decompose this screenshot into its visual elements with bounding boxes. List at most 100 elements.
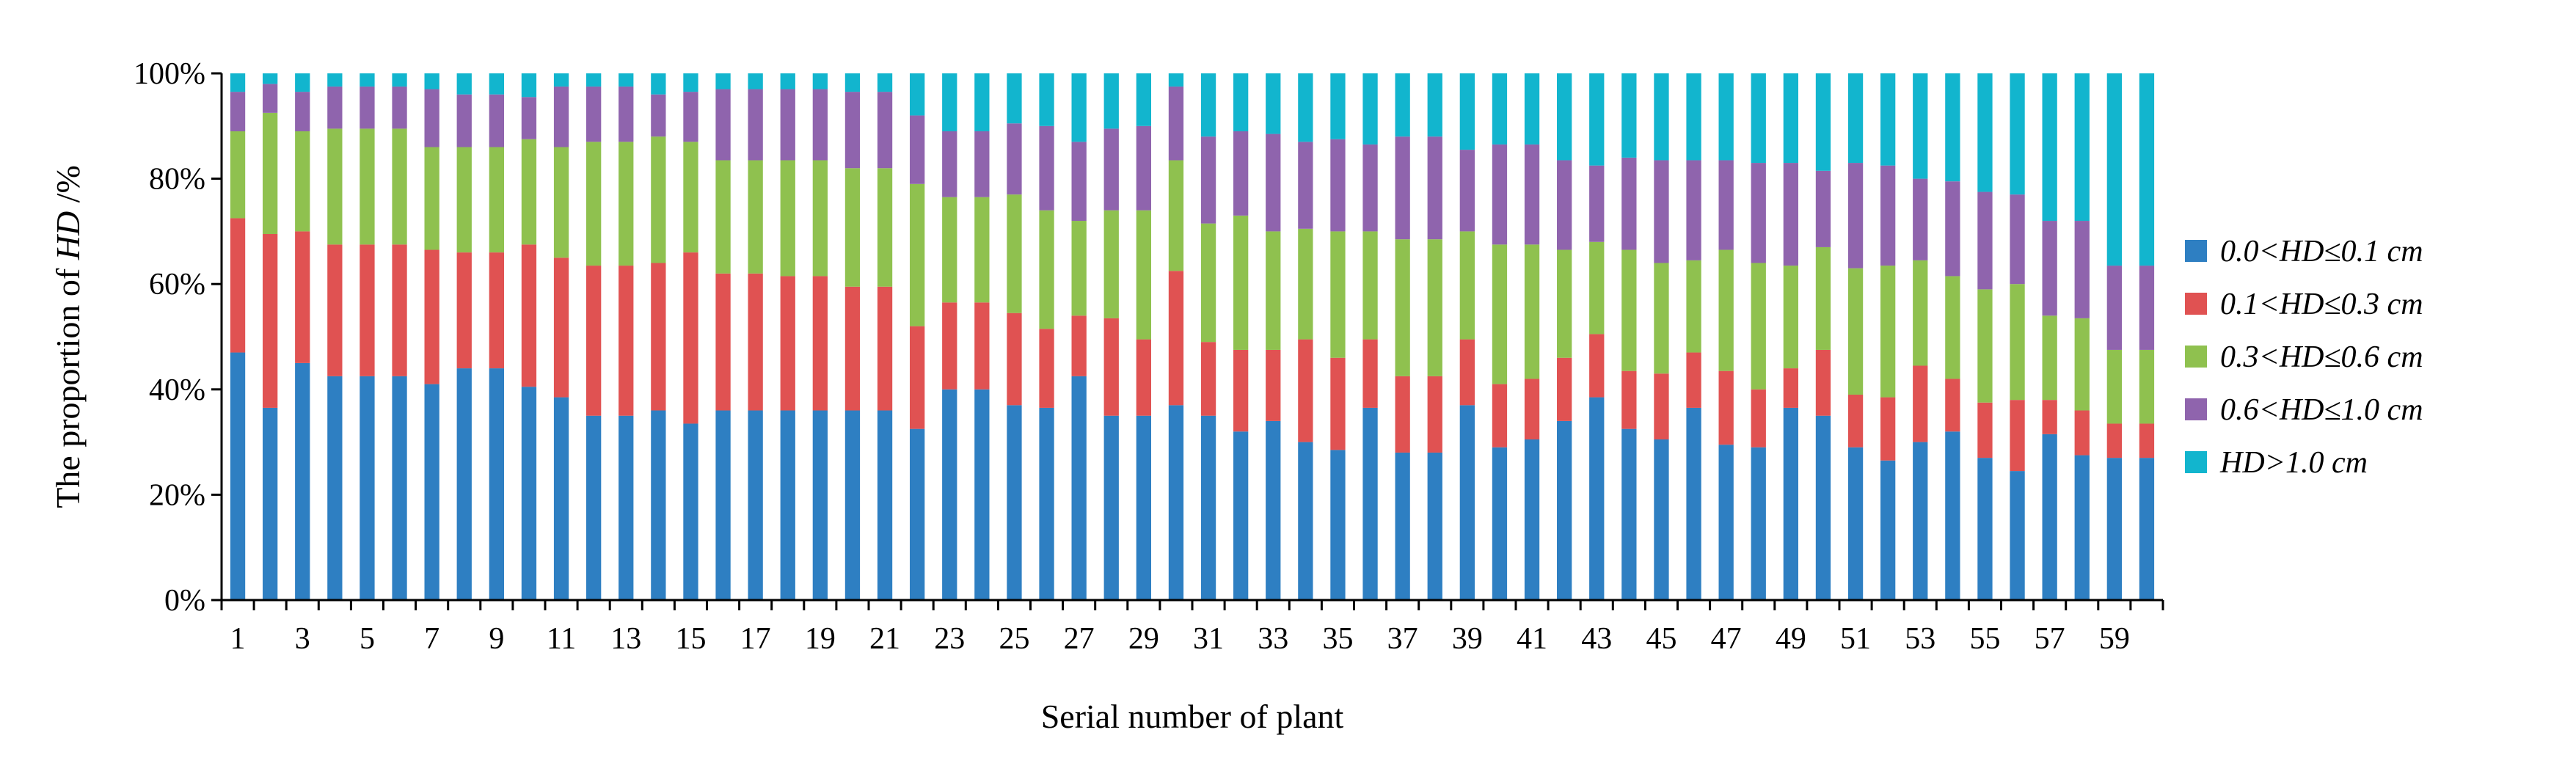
bar-segment-plant-47-series-5 xyxy=(1718,73,1734,161)
bar-segment-plant-31-series-4 xyxy=(1200,136,1216,224)
bar-segment-plant-40-series-3 xyxy=(1492,244,1508,384)
bar-segment-plant-32-series-4 xyxy=(1233,131,1249,216)
bar-segment-plant-20-series-4 xyxy=(844,92,861,169)
bar-segment-plant-28-series-5 xyxy=(1103,73,1119,129)
x-tick-label: 15 xyxy=(675,622,706,656)
bar-segment-plant-18-series-2 xyxy=(780,276,795,411)
bar-segment-plant-47-series-4 xyxy=(1718,160,1734,250)
x-tick-label: 11 xyxy=(547,622,576,656)
bar-segment-plant-47-series-2 xyxy=(1718,370,1734,445)
y-tick-label: 80% xyxy=(149,163,205,197)
bar-segment-plant-22-series-2 xyxy=(910,326,925,429)
bar-segment-plant-56-series-2 xyxy=(2010,400,2025,472)
bar-segment-plant-57-series-1 xyxy=(2042,434,2057,600)
legend-swatch-4 xyxy=(2185,398,2207,420)
bar-segment-plant-19-series-4 xyxy=(812,89,828,161)
bar-segment-plant-1-series-1 xyxy=(230,352,246,600)
bar-segment-plant-41-series-2 xyxy=(1524,379,1540,440)
bar-segment-plant-45-series-3 xyxy=(1654,263,1669,374)
bar-segment-plant-11-series-5 xyxy=(553,73,569,87)
bar-segment-plant-49-series-2 xyxy=(1783,368,1798,408)
bar-segment-plant-59-series-5 xyxy=(2106,73,2122,266)
bar-segment-plant-37-series-1 xyxy=(1395,452,1410,600)
bar-segment-plant-26-series-5 xyxy=(1039,73,1054,126)
y-tick-label: 100% xyxy=(134,57,205,91)
bar-segment-plant-19-series-2 xyxy=(812,276,828,411)
bar-segment-plant-9-series-1 xyxy=(489,368,504,600)
bar-segment-plant-7-series-1 xyxy=(424,384,439,600)
legend: 0.0<HD≤0.1 cm 0.1<HD≤0.3 cm 0.3<HD≤0.6 cm 0… xyxy=(2185,235,2423,480)
bar-segment-plant-3-series-4 xyxy=(295,92,310,131)
bar-segment-plant-17-series-2 xyxy=(748,273,763,411)
bar-segment-plant-1-series-4 xyxy=(230,92,246,131)
bar-segment-plant-38-series-2 xyxy=(1427,376,1442,453)
bar-segment-plant-34-series-5 xyxy=(1298,73,1313,142)
bar-segment-plant-34-series-4 xyxy=(1298,142,1313,229)
x-tick-label: 27 xyxy=(1064,622,1095,656)
bar-segment-plant-9-series-2 xyxy=(489,252,504,369)
x-tick-label: 1 xyxy=(230,622,246,656)
bar-segment-plant-12-series-2 xyxy=(586,266,602,416)
bar-segment-plant-4-series-1 xyxy=(327,376,343,600)
bar-segment-plant-33-series-1 xyxy=(1266,420,1281,600)
bar-segment-plant-48-series-4 xyxy=(1751,163,1766,263)
bar-segment-plant-35-series-2 xyxy=(1330,357,1346,450)
x-tick-label: 53 xyxy=(1905,622,1935,656)
bar-segment-plant-2-series-1 xyxy=(263,407,278,600)
y-axis-title-suffix: /% xyxy=(49,165,87,211)
bar-segment-plant-43-series-2 xyxy=(1589,334,1605,398)
bar-segment-plant-6-series-1 xyxy=(392,376,407,600)
bar-segment-plant-18-series-5 xyxy=(780,73,795,89)
bar-segment-plant-22-series-4 xyxy=(910,115,925,184)
bar-segment-plant-52-series-5 xyxy=(1880,73,1896,166)
bar-segment-plant-10-series-3 xyxy=(521,139,537,245)
bar-segment-plant-43-series-1 xyxy=(1589,397,1605,600)
bar-segment-plant-2-series-4 xyxy=(263,84,278,113)
x-tick-label: 3 xyxy=(295,622,310,656)
x-tick-label: 41 xyxy=(1517,622,1547,656)
bar-segment-plant-49-series-4 xyxy=(1783,163,1798,266)
bar-segment-plant-11-series-3 xyxy=(553,147,569,258)
bar-segment-plant-11-series-4 xyxy=(553,86,569,147)
bar-segment-plant-8-series-3 xyxy=(456,147,472,253)
bar-segment-plant-36-series-2 xyxy=(1362,339,1378,408)
bar-segment-plant-13-series-2 xyxy=(619,266,634,416)
bar-segment-plant-48-series-2 xyxy=(1751,389,1766,447)
bar-segment-plant-17-series-5 xyxy=(748,73,763,89)
bar-segment-plant-33-series-3 xyxy=(1266,231,1281,350)
x-tick-label: 43 xyxy=(1581,622,1612,656)
bar-segment-plant-50-series-4 xyxy=(1815,170,1831,247)
bar-segment-plant-44-series-5 xyxy=(1621,73,1637,158)
x-tick-label: 23 xyxy=(934,622,965,656)
bar-segment-plant-47-series-1 xyxy=(1718,445,1734,600)
x-tick-label: 37 xyxy=(1387,622,1418,656)
bar-segment-plant-29-series-3 xyxy=(1136,210,1151,340)
bar-segment-plant-28-series-4 xyxy=(1103,128,1119,211)
bar-segment-plant-51-series-1 xyxy=(1847,447,1864,600)
x-tick-label: 9 xyxy=(489,622,504,656)
bar-segment-plant-31-series-5 xyxy=(1200,73,1216,137)
bar-segment-plant-12-series-1 xyxy=(586,415,602,600)
bar-segment-plant-57-series-4 xyxy=(2042,221,2057,316)
bar-segment-plant-35-series-3 xyxy=(1330,231,1346,358)
bar-segment-plant-46-series-4 xyxy=(1686,160,1701,260)
bar-segment-plant-19-series-3 xyxy=(812,160,828,277)
bar-segment-plant-19-series-5 xyxy=(812,73,828,89)
bar-segment-plant-9-series-3 xyxy=(489,147,504,253)
bar-segment-plant-38-series-4 xyxy=(1427,136,1442,240)
bar-segment-plant-33-series-4 xyxy=(1266,134,1281,232)
bar-segment-plant-46-series-3 xyxy=(1686,260,1701,353)
bar-segment-plant-44-series-1 xyxy=(1621,428,1637,600)
bar-segment-plant-43-series-5 xyxy=(1589,73,1605,166)
y-axis-title-italic: HD xyxy=(49,211,87,260)
bar-segment-plant-4-series-4 xyxy=(327,86,343,129)
bar-segment-plant-11-series-1 xyxy=(553,397,569,600)
bar-segment-plant-20-series-5 xyxy=(844,73,861,92)
bar-segment-plant-4-series-5 xyxy=(327,73,343,87)
bar-segment-plant-38-series-3 xyxy=(1427,239,1442,376)
bar-segment-plant-48-series-1 xyxy=(1751,447,1766,600)
x-tick-label: 29 xyxy=(1128,622,1159,656)
bar-segment-plant-39-series-5 xyxy=(1459,73,1475,150)
bar-segment-plant-8-series-2 xyxy=(456,252,472,369)
bar-segment-plant-6-series-2 xyxy=(392,244,407,376)
